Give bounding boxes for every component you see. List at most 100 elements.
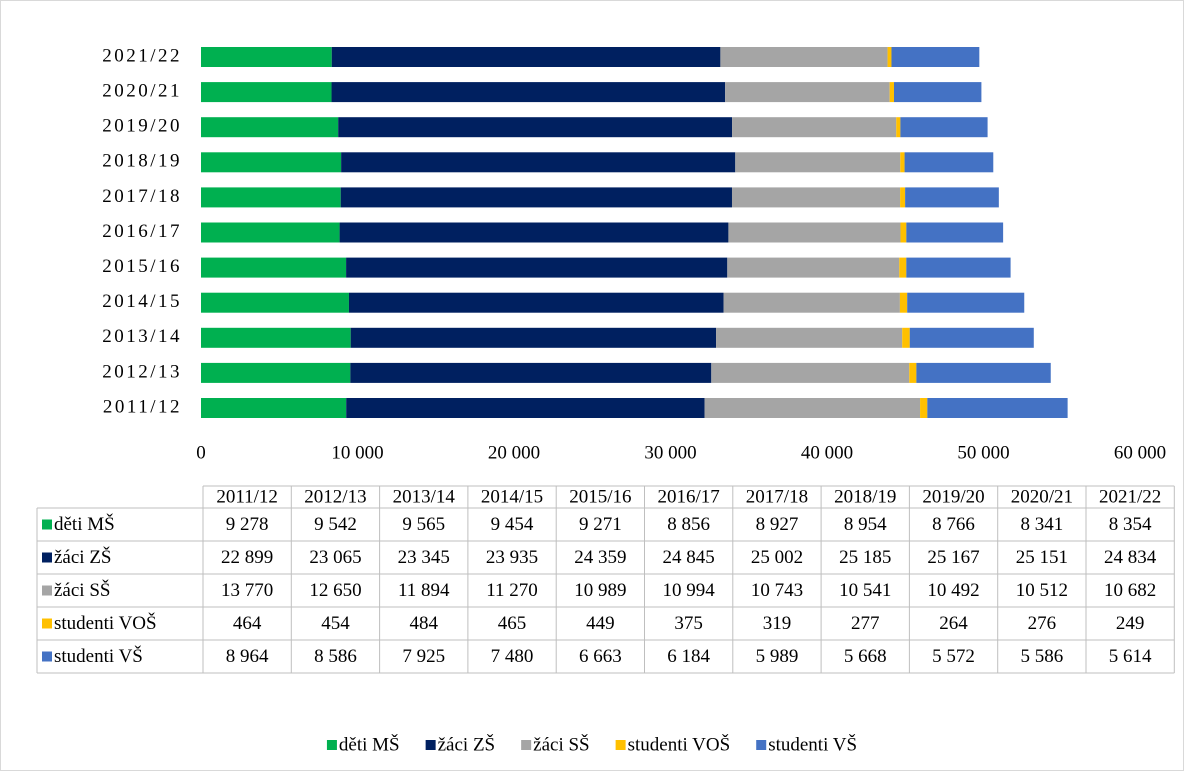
- bar-segment: [201, 152, 342, 173]
- table-cell: 10 541: [839, 580, 891, 601]
- bar-segment: [716, 327, 903, 348]
- table-cell: 5 572: [932, 646, 975, 667]
- table-cell: 9 278: [226, 514, 269, 535]
- bar-segment: [731, 187, 901, 208]
- legend-key: [326, 740, 337, 750]
- legend-label: žáci ZŠ: [438, 733, 496, 755]
- bar-segment: [906, 222, 1004, 243]
- table-cell: 8 927: [756, 514, 799, 535]
- table-cell: 276: [1028, 613, 1057, 634]
- table-header: 2015/16: [569, 486, 631, 507]
- y-tick-label: 2013/14: [102, 326, 182, 347]
- table-header: 2011/12: [216, 486, 278, 507]
- table-cell: 24 845: [663, 547, 715, 568]
- table-cell: 5 614: [1109, 646, 1152, 667]
- bar-segment: [338, 117, 733, 138]
- table-cell: 25 185: [839, 547, 891, 568]
- bar-segment: [341, 152, 736, 173]
- table-row-label: studenti VŠ: [54, 645, 143, 667]
- x-tick-label: 60 000: [1114, 442, 1166, 463]
- table-cell: 8 586: [314, 646, 357, 667]
- table-cell: 23 345: [398, 547, 450, 568]
- bar-segment: [899, 292, 908, 313]
- table-header: 2018/19: [834, 486, 896, 507]
- bar-segment: [723, 292, 900, 313]
- bar-segment: [927, 398, 1068, 418]
- table-cell: 11 894: [398, 580, 450, 601]
- table-cell: 11 270: [486, 580, 538, 601]
- x-tick-label: 40 000: [801, 442, 853, 463]
- legend-label: studenti VOŠ: [628, 733, 731, 755]
- bar-segment: [727, 257, 900, 278]
- y-tick-label: 2021/22: [102, 45, 182, 66]
- table-cell: 375: [674, 613, 703, 634]
- bar-segment: [916, 362, 1051, 383]
- legend-key: [425, 740, 436, 750]
- bar-segment: [201, 117, 339, 138]
- bar-segment: [909, 327, 1034, 348]
- bar-segment: [201, 82, 332, 103]
- bar-segment: [920, 398, 928, 418]
- bar-segment: [201, 362, 351, 383]
- bar-segment: [900, 117, 988, 138]
- table-header: 2014/15: [481, 486, 543, 507]
- bar-segment: [896, 117, 901, 138]
- table-cell: 465: [498, 613, 527, 634]
- bar-segment: [900, 187, 906, 208]
- table-header: 2013/14: [393, 486, 456, 507]
- bar-segment: [346, 398, 705, 418]
- table-header: 2012/13: [304, 486, 366, 507]
- table-cell: 9 271: [579, 514, 622, 535]
- table-cell: 8 354: [1109, 514, 1152, 535]
- table-legend-key: [42, 585, 52, 596]
- bar-segment: [735, 152, 901, 173]
- bar-segment: [906, 257, 1011, 278]
- legend-label: děti MŠ: [339, 733, 400, 755]
- bar-segment: [201, 187, 341, 208]
- table-legend-key: [42, 618, 52, 629]
- x-tick-label: 30 000: [644, 442, 696, 463]
- bar-segment: [899, 257, 907, 278]
- table-cell: 6 663: [579, 646, 622, 667]
- table-cell: 13 770: [221, 580, 273, 601]
- bar-segment: [331, 82, 726, 103]
- table-legend-key: [42, 651, 52, 662]
- table-cell: 10 512: [1016, 580, 1068, 601]
- legend-label: žáci SŠ: [533, 733, 589, 755]
- bar-segment: [201, 47, 332, 67]
- table-cell: 5 586: [1020, 646, 1063, 667]
- x-tick-label: 0: [196, 442, 206, 463]
- y-tick-label: 2014/15: [102, 291, 182, 312]
- legend-label: studenti VŠ: [768, 733, 857, 755]
- legend-key: [756, 740, 767, 750]
- table-cell: 25 002: [751, 547, 803, 568]
- table-header: 2016/17: [658, 486, 720, 507]
- table-header: 2020/21: [1011, 486, 1073, 507]
- table-cell: 8 856: [667, 514, 710, 535]
- y-tick-label: 2015/16: [102, 256, 182, 277]
- bar-segment: [720, 47, 888, 67]
- bar-segment: [728, 222, 901, 243]
- bar-segment: [350, 362, 712, 383]
- table-cell: 449: [586, 613, 615, 634]
- table-legend-key: [42, 519, 52, 530]
- bar-segment: [350, 327, 717, 348]
- y-tick-label: 2020/21: [102, 80, 182, 101]
- table-cell: 7 480: [491, 646, 534, 667]
- table-cell: 8 954: [844, 514, 887, 535]
- bar-segment: [201, 257, 347, 278]
- table-legend-key: [42, 552, 52, 563]
- table-cell: 10 492: [927, 580, 979, 601]
- table-cell: 464: [233, 613, 262, 634]
- x-tick-label: 50 000: [957, 442, 1009, 463]
- table-cell: 25 167: [927, 547, 979, 568]
- y-tick-label: 2011/12: [103, 396, 182, 417]
- table-cell: 277: [851, 613, 880, 634]
- table-header: 2021/22: [1099, 486, 1161, 507]
- table-cell: 319: [763, 613, 792, 634]
- table-cell: 484: [410, 613, 439, 634]
- bar-segment: [900, 152, 905, 173]
- table-cell: 6 184: [667, 646, 710, 667]
- table-cell: 9 542: [314, 514, 357, 535]
